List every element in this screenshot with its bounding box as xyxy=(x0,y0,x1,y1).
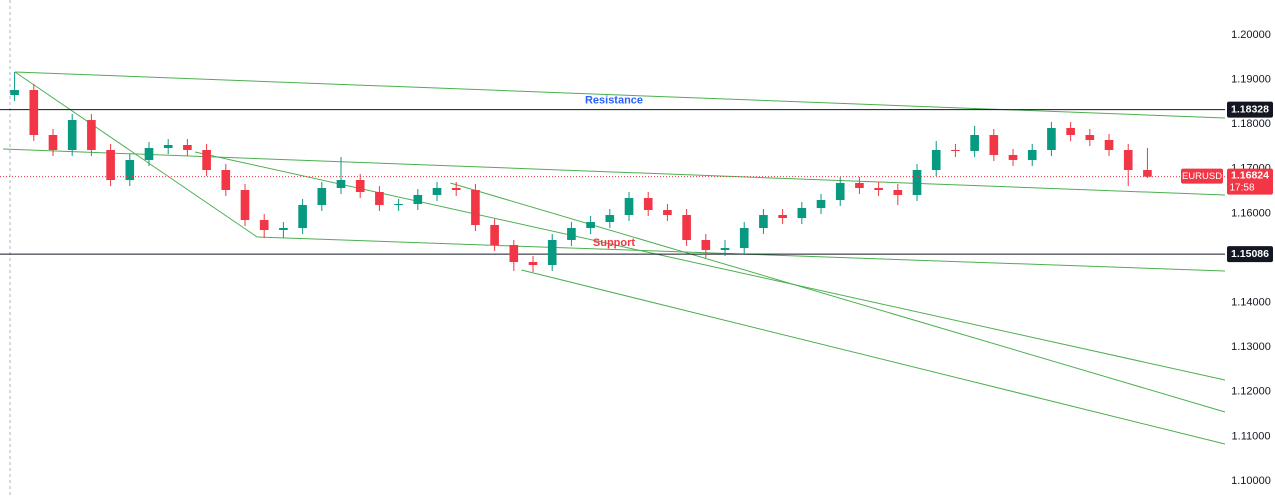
candle-body xyxy=(605,215,615,223)
candle-body xyxy=(1123,149,1133,171)
candle-body xyxy=(29,90,39,136)
candle-body xyxy=(1027,149,1037,160)
y-tick-label: 1.20000 xyxy=(1231,29,1271,41)
candle-body xyxy=(106,149,115,181)
candle-body xyxy=(221,170,231,190)
candle-body xyxy=(48,135,58,150)
symbol-label: EURUSD xyxy=(1182,171,1222,182)
level-annotation: Resistance xyxy=(585,94,643,106)
candle-body xyxy=(1104,139,1114,150)
candle-body xyxy=(912,170,922,195)
candle-body xyxy=(759,215,768,228)
candle-body xyxy=(567,227,576,240)
candle-body xyxy=(394,203,403,206)
candle-body xyxy=(202,149,211,171)
trend-line xyxy=(14,71,258,238)
candle-body xyxy=(778,215,787,219)
candle-body xyxy=(893,189,903,195)
candle-body xyxy=(240,189,250,221)
countdown-label: 17:58 xyxy=(1229,182,1254,193)
candle-body xyxy=(1047,128,1056,150)
candle-body xyxy=(336,180,346,188)
candle-body xyxy=(835,182,845,200)
candle-body xyxy=(1066,128,1075,136)
candle-body xyxy=(67,120,77,150)
candle-body xyxy=(471,189,480,226)
candle-body xyxy=(970,135,979,151)
candle-body xyxy=(874,187,883,190)
candle-body xyxy=(144,147,154,160)
candle-body xyxy=(259,220,269,231)
candle-body xyxy=(163,144,173,148)
candle-body xyxy=(663,210,672,216)
y-tick-label: 1.11000 xyxy=(1232,430,1271,442)
candle-body xyxy=(1085,135,1095,140)
candle-body xyxy=(432,187,442,195)
y-tick-label: 1.18000 xyxy=(1231,118,1271,130)
trend-line xyxy=(521,269,1226,445)
candle-body xyxy=(10,90,19,95)
candle-body xyxy=(701,239,711,250)
candle-body xyxy=(989,135,999,155)
candle-body xyxy=(816,199,826,209)
trend-line xyxy=(450,182,1226,413)
y-tick-label: 1.12000 xyxy=(1231,386,1271,398)
candle-body xyxy=(643,198,653,211)
candle-body xyxy=(317,187,327,206)
level-price-label: 1.18328 xyxy=(1231,103,1269,115)
candle-body xyxy=(797,208,807,219)
candle-body xyxy=(1008,154,1018,160)
trend-line xyxy=(14,71,1226,119)
current-price-label: 1.16824 xyxy=(1231,169,1269,181)
level-annotation: Support xyxy=(593,237,635,249)
candle-body xyxy=(413,194,423,204)
candle-body xyxy=(509,244,519,263)
candle-body xyxy=(682,215,691,240)
candle-body xyxy=(355,180,365,193)
y-tick-label: 1.19000 xyxy=(1231,74,1271,86)
level-price-label: 1.15086 xyxy=(1231,248,1269,260)
candle-body xyxy=(624,198,634,216)
candle-body xyxy=(87,120,96,150)
candle-body xyxy=(451,187,461,190)
candle-body xyxy=(931,149,941,171)
candle-body xyxy=(125,159,135,181)
candle-body xyxy=(298,205,307,228)
candle-body xyxy=(855,182,864,188)
candle-body xyxy=(739,227,749,249)
candle-body xyxy=(547,239,557,266)
candle-body xyxy=(279,227,288,231)
level-price-box xyxy=(1227,246,1273,263)
y-tick-label: 1.10000 xyxy=(1231,475,1271,487)
y-tick-label: 1.16000 xyxy=(1231,207,1271,219)
symbol-box xyxy=(1181,168,1223,184)
y-tick-label: 1.13000 xyxy=(1231,341,1271,353)
candle-body xyxy=(528,262,538,266)
candle-body xyxy=(586,222,595,228)
candle-body xyxy=(1143,170,1152,177)
trend-line xyxy=(194,151,1226,381)
candle-body xyxy=(951,149,960,151)
current-price-box xyxy=(1227,168,1273,195)
candle-body xyxy=(183,144,192,150)
y-tick-label: 1.14000 xyxy=(1231,297,1271,309)
candle-body xyxy=(720,248,730,250)
candle-body xyxy=(490,225,499,245)
candle-body xyxy=(375,192,384,206)
level-price-box xyxy=(1227,101,1273,118)
